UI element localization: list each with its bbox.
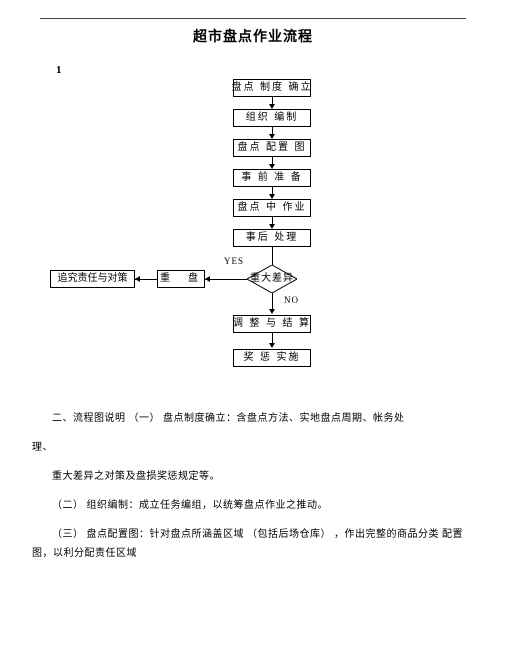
flow-node-post: 事后 处理 [233,229,311,247]
top-rule [40,18,466,19]
flow-node-preparation: 事 前 准 备 [233,169,311,187]
flow-node-responsibility: 追究责任与对策 [50,270,135,288]
flow-node-recount: 重 盘 [157,270,205,288]
arrow-left-icon [205,276,210,282]
flow-node-reward-punish: 奖 惩 实施 [233,349,311,367]
page-title: 超市盘点作业流程 [32,27,474,48]
flow-node-during: 盘点 中 作业 [233,199,311,217]
flowchart: 盘点 制度 确立 组织 编制 盘点 配置 图 事 前 准 备 盘点 中 作业 事… [32,79,474,399]
connector [272,247,273,265]
paragraph-1b: 理、 [32,438,474,457]
decision-significant-difference: 重大差异 [247,265,297,293]
connector [205,279,247,280]
arrow-left-icon [135,276,140,282]
paragraph-2: 重大差异之对策及盘损奖惩规定等。 [32,467,474,486]
flow-node-system: 盘点 制度 确立 [233,79,311,97]
arrow-down-icon [269,309,275,314]
decision-label: 重大差异 [250,271,294,286]
arrow-down-icon [269,343,275,348]
section-number: 1 [56,62,474,79]
paragraph-4: （三） 盘点配置图：针对盘点所涵盖区域 （包括后场仓库） ，作出完整的商品分类 … [32,525,474,563]
paragraph-3: （二） 组织编制：成立任务编组，以统筹盘点作业之推动。 [32,496,474,515]
decision-yes-label: YES [224,255,244,269]
flow-node-layout: 盘点 配置 图 [233,139,311,157]
flow-node-organization: 组织 编制 [233,109,311,127]
decision-no-label: NO [284,294,299,308]
flow-node-adjust-settle: 调 整 与 结 算 [233,315,311,333]
document-page: 超市盘点作业流程 1 盘点 制度 确立 组织 编制 盘点 配置 图 事 前 准 … [0,0,506,655]
paragraph-1a: 二、流程图说明 （一） 盘点制度确立：含盘点方法、实地盘点周期、帐务处 [32,409,474,428]
